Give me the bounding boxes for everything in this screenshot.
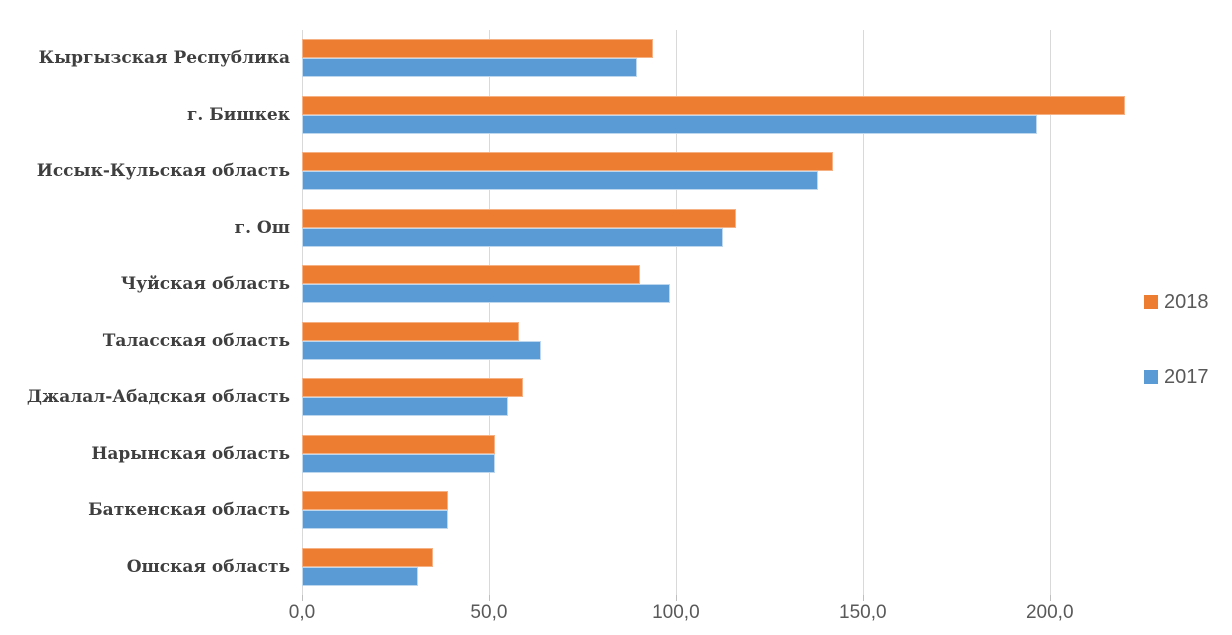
category-label: Иссык-Кульская область (36, 161, 290, 182)
bar-2018 (302, 265, 641, 285)
bar-row (302, 369, 1132, 426)
legend-swatch-icon (1144, 370, 1158, 384)
bar-2018 (302, 95, 1125, 115)
gridline-50 (488, 30, 490, 595)
bar-2017 (302, 566, 418, 586)
bar-2018 (302, 491, 448, 511)
bar-2018 (302, 39, 654, 59)
tick-mark (1049, 595, 1051, 601)
bar-row (302, 313, 1132, 370)
bar-row (302, 426, 1132, 483)
bar-2018 (302, 152, 833, 172)
bar-row (302, 482, 1132, 539)
bar-row (302, 87, 1132, 144)
bar-2017 (302, 171, 818, 191)
category-axis: Кыргызская Республика г. Бишкек Иссык-Куль… (0, 30, 290, 595)
bar-row (302, 30, 1132, 87)
bar-2018 (302, 321, 519, 341)
legend-item-2017: 2017 (1144, 365, 1232, 389)
bar-row (302, 143, 1132, 200)
x-tick-label: 50,0 (470, 602, 508, 623)
bar-2018 (302, 378, 523, 398)
gridline-0 (302, 30, 303, 595)
x-tick-label: 100,0 (652, 602, 700, 623)
gridline-200 (1049, 30, 1051, 595)
gridline-150 (862, 30, 864, 595)
bar-2018 (302, 208, 736, 228)
tick-mark (488, 595, 490, 601)
category-label: г. Бишкек (186, 104, 290, 125)
tick-mark (302, 595, 303, 601)
bar-2018 (302, 547, 433, 567)
bar-2017 (302, 114, 1037, 134)
category-label: Нарынская область (91, 443, 290, 464)
category-label: Кыргызская Республика (38, 48, 290, 69)
plot-area (302, 30, 1132, 595)
bar-2017 (302, 58, 637, 78)
legend-label: 2018 (1164, 291, 1209, 313)
bar-row (302, 200, 1132, 257)
category-label: г. Ош (234, 217, 290, 238)
tick-mark (675, 595, 677, 601)
bar-2017 (302, 284, 671, 304)
legend-swatch-icon (1144, 295, 1158, 309)
bar-2017 (302, 227, 723, 247)
gridline-100 (675, 30, 677, 595)
legend: 2018 2017 (1144, 290, 1232, 440)
legend-item-2018: 2018 (1144, 290, 1232, 314)
tick-mark (862, 595, 864, 601)
bar-2018 (302, 434, 495, 454)
x-tick-label: 0,0 (288, 602, 316, 623)
bar-2017 (302, 340, 542, 360)
category-label: Таласская область (102, 330, 290, 351)
bar-2017 (302, 397, 508, 417)
bar-row (302, 539, 1132, 596)
bar-2017 (302, 453, 495, 473)
category-label: Джалал-Абадская область (26, 387, 290, 408)
x-tick-label: 200,0 (1025, 602, 1074, 623)
x-tick-label: 150,0 (839, 602, 887, 623)
bar-row (302, 256, 1132, 313)
legend-label: 2017 (1164, 366, 1209, 388)
category-label: Ошская область (126, 556, 290, 577)
bar-2017 (302, 510, 448, 530)
category-label: Чуйская область (120, 274, 290, 295)
category-label: Баткенская область (88, 500, 290, 521)
